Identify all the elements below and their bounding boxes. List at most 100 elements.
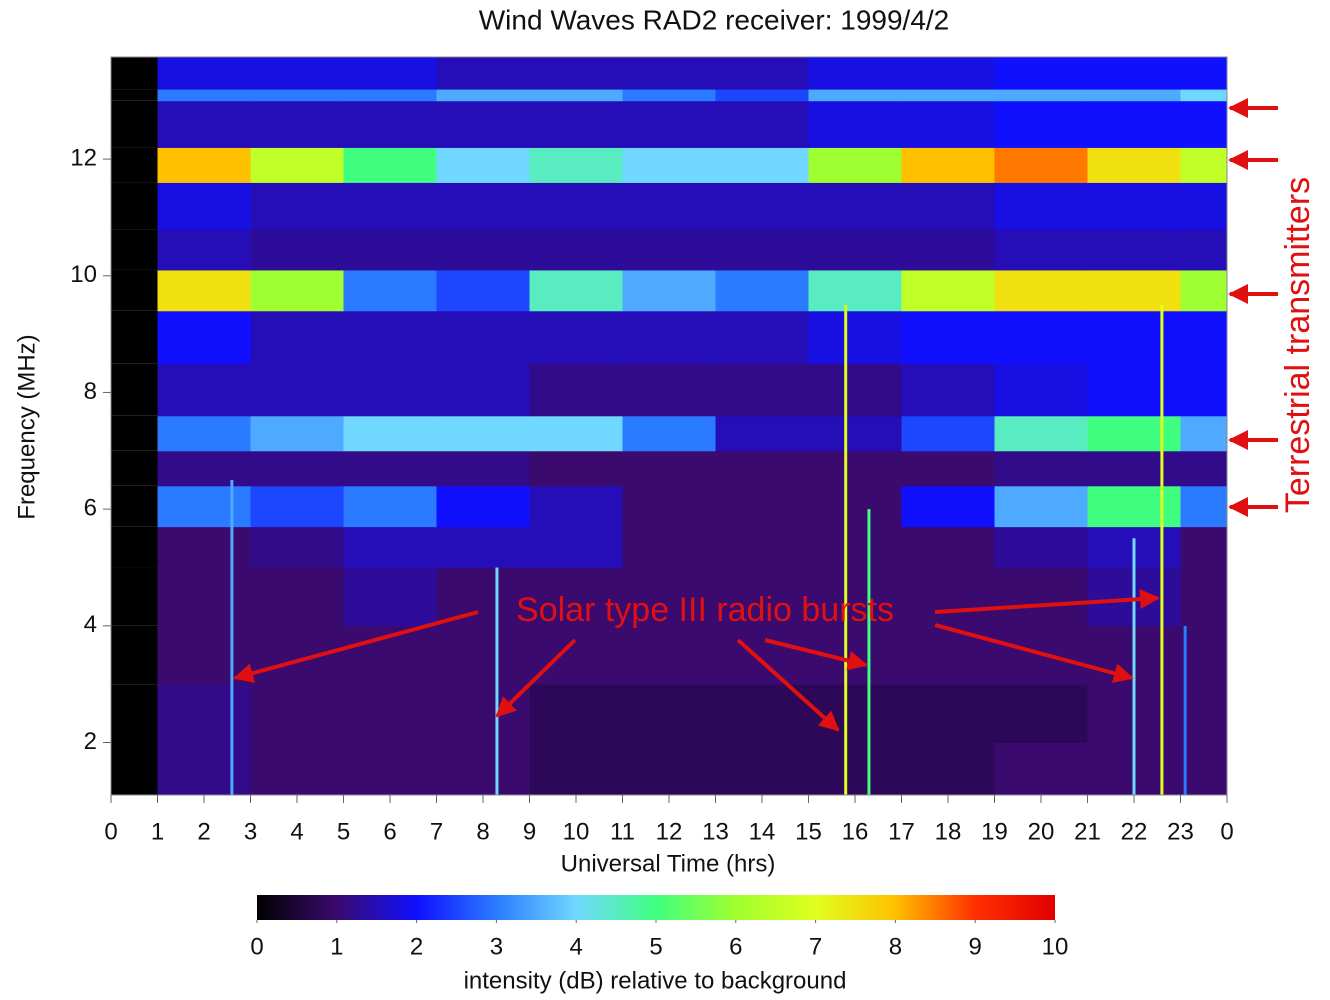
cell	[715, 310, 809, 364]
cell	[994, 89, 1088, 102]
cell	[1180, 100, 1228, 148]
cell	[343, 57, 437, 90]
cell	[622, 684, 716, 743]
cell	[1180, 415, 1228, 452]
cell	[343, 363, 437, 417]
cell	[901, 742, 995, 796]
cell	[436, 742, 530, 796]
cell	[994, 363, 1088, 417]
y-axis-label: Frequency (MHz)	[13, 334, 40, 519]
x-tick-label: 6	[383, 818, 396, 845]
cell	[1180, 485, 1228, 528]
cell	[436, 182, 530, 230]
cell	[529, 229, 623, 271]
cell	[250, 485, 344, 528]
cell	[529, 415, 623, 452]
cell	[901, 89, 995, 102]
cell	[436, 269, 530, 312]
no-data	[111, 567, 158, 626]
cell	[808, 147, 902, 183]
cell	[994, 182, 1088, 230]
cell	[250, 229, 344, 271]
cell	[250, 742, 344, 796]
cell	[343, 742, 437, 796]
cell	[808, 526, 902, 568]
arrow	[764, 638, 868, 671]
cell	[529, 182, 623, 230]
colorbar-label: intensity (dB) relative to background	[464, 967, 847, 994]
cell	[715, 526, 809, 568]
cell	[529, 310, 623, 364]
cell	[529, 57, 623, 90]
cell	[436, 363, 530, 417]
cell	[622, 526, 716, 568]
cell	[529, 485, 623, 528]
cell	[622, 182, 716, 230]
cell	[715, 269, 809, 312]
cell	[901, 625, 995, 685]
cell	[1087, 485, 1181, 528]
no-data	[111, 89, 158, 101]
cell	[901, 182, 995, 230]
y-tick-label: 2	[84, 728, 97, 755]
cell	[1180, 147, 1228, 183]
cell	[1180, 310, 1228, 364]
cell	[250, 415, 344, 452]
cell	[436, 57, 530, 90]
cell	[1180, 229, 1228, 271]
cell	[157, 182, 251, 230]
cell	[157, 363, 251, 417]
cell	[250, 100, 344, 148]
cell	[1180, 625, 1228, 685]
arrows	[233, 98, 1278, 732]
y-tick-label: 8	[84, 378, 97, 405]
cell	[901, 526, 995, 568]
cell	[901, 363, 995, 417]
cell	[1180, 363, 1228, 417]
cell	[1180, 567, 1228, 627]
cell	[343, 684, 437, 743]
cell	[157, 100, 251, 148]
cell	[1087, 147, 1181, 183]
cell	[1180, 526, 1228, 568]
cell	[622, 625, 716, 685]
x-tick-label: 10	[563, 818, 590, 845]
cell	[436, 684, 530, 743]
cell	[901, 567, 995, 627]
heatmap	[111, 57, 1228, 796]
cell	[529, 89, 623, 102]
no-data	[111, 684, 158, 743]
cell	[715, 625, 809, 685]
cell	[436, 415, 530, 452]
cell	[157, 450, 251, 487]
colorbar-tick-label: 5	[649, 933, 662, 960]
cell	[436, 229, 530, 271]
cell	[622, 147, 716, 183]
cell	[250, 89, 344, 102]
cell	[994, 310, 1088, 364]
x-tick-label: 20	[1028, 818, 1055, 845]
no-data	[111, 310, 158, 364]
cell	[994, 229, 1088, 271]
no-data	[111, 57, 158, 90]
cell	[901, 485, 995, 528]
x-tick-label: 13	[702, 818, 729, 845]
cell	[157, 310, 251, 364]
cell	[529, 526, 623, 568]
x-tick-label: 21	[1074, 818, 1101, 845]
cell	[1087, 269, 1181, 312]
cell	[994, 100, 1088, 148]
x-tick-label: 17	[888, 818, 915, 845]
no-data	[111, 450, 158, 486]
cell	[1087, 415, 1181, 452]
cell	[715, 485, 809, 528]
cell	[436, 625, 530, 685]
cell	[1180, 182, 1228, 230]
cell	[808, 269, 902, 312]
arrow	[934, 589, 1160, 614]
x-tick-label: 7	[430, 818, 443, 845]
x-tick-label: 16	[842, 818, 869, 845]
cell	[157, 57, 251, 90]
cell	[436, 485, 530, 528]
